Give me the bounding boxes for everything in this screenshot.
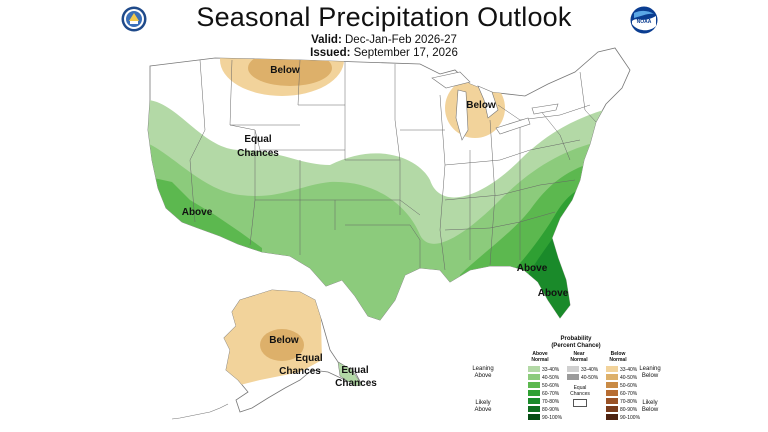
issued-label: Issued: [310, 47, 351, 59]
alaska-region [171, 289, 363, 420]
legend-below-swatch [606, 406, 618, 412]
map-labels: Below Below Equal Chances Above Above Ab… [182, 65, 569, 389]
legend-below-label: 50-60% [620, 382, 638, 389]
legend-below-label: 33-40% [620, 366, 638, 373]
legend-below-swatch [606, 374, 618, 380]
conus-region [147, 47, 631, 321]
label-below-north: Below [270, 65, 300, 76]
legend-near-label: 33-40% [581, 366, 599, 373]
legend-above-label: 40-50% [542, 374, 560, 381]
legend-below-swatch [606, 414, 618, 420]
legend-above-swatch [528, 398, 540, 404]
legend-below-label: 60-70% [620, 390, 638, 397]
legend: Probability (Percent Chance) Above Norma… [468, 336, 668, 428]
legend-above-swatch [528, 414, 540, 420]
legend-equal-chances: Equal Chances [570, 385, 590, 397]
legend-above-swatch [528, 382, 540, 388]
doc-seal-icon [121, 6, 147, 32]
label-equal-ak-se-1: Equal [341, 365, 368, 376]
legend-title-1: Probability [560, 336, 592, 342]
label-below-great-lakes: Below [466, 100, 496, 111]
legend-below-label: 70-80% [620, 398, 638, 405]
legend-above-swatch [528, 374, 540, 380]
legend-near-swatch [567, 374, 579, 380]
legend-above-label: 60-70% [542, 390, 560, 397]
valid-value: Dec-Jan-Feb 2026-27 [345, 34, 457, 46]
label-above-west: Above [182, 207, 213, 218]
noaa-logo-icon: NOAA [630, 6, 658, 34]
label-equal-alaska-2: Chances [279, 366, 321, 377]
legend-below-header: Below Normal [609, 351, 627, 363]
legend-likely-below: Likely Below [641, 400, 659, 413]
legend-below-label: 90-100% [620, 414, 641, 421]
legend-near-swatch [567, 366, 579, 372]
label-equal-alaska-1: Equal [295, 353, 322, 364]
legend-below-swatch [606, 382, 618, 388]
legend-above-swatch [528, 390, 540, 396]
legend-above-label: 90-100% [542, 414, 563, 421]
noaa-logo-text: NOAA [637, 19, 652, 25]
label-equal-ak-se-2: Chances [335, 378, 377, 389]
legend-near-header: Near Normal [570, 351, 588, 363]
issued-value: September 17, 2026 [353, 47, 458, 59]
label-below-alaska: Below [269, 335, 299, 346]
legend-above-header: Above Normal [531, 351, 549, 363]
legend-above-label: 33-40% [542, 366, 560, 373]
legend-below-label: 80-90% [620, 406, 638, 413]
issued-line: Issued: September 17, 2026 [0, 47, 768, 59]
legend-below-swatch [606, 390, 618, 396]
legend-below-label: 40-50% [620, 374, 638, 381]
legend-near-label: 40-50% [581, 374, 599, 381]
legend-above-swatch [528, 406, 540, 412]
legend-equal-swatch [573, 399, 587, 407]
valid-label: Valid: [311, 34, 342, 46]
legend-above-swatch [528, 366, 540, 372]
legend-above-label: 80-90% [542, 406, 560, 413]
label-equal-west-2: Chances [237, 148, 279, 159]
label-above-southeast-1: Above [517, 263, 548, 274]
label-equal-west-1: Equal [244, 134, 271, 145]
valid-line: Valid: Dec-Jan-Feb 2026-27 [0, 34, 768, 46]
legend-below-swatch [606, 366, 618, 372]
legend-below-swatch [606, 398, 618, 404]
legend-above-label: 70-80% [542, 398, 560, 405]
legend-likely-above: Likely Above [474, 400, 492, 413]
legend-leaning-below: Leaning Below [639, 366, 661, 379]
label-above-southeast-2: Above [538, 288, 569, 299]
legend-above-label: 50-60% [542, 382, 560, 389]
legend-title: Probability (Percent Chance) [526, 336, 626, 349]
legend-title-2: (Percent Chance) [551, 342, 601, 349]
page-title: Seasonal Precipitation Outlook [196, 2, 572, 32]
legend-leaning-above: Leaning Above [472, 366, 494, 379]
